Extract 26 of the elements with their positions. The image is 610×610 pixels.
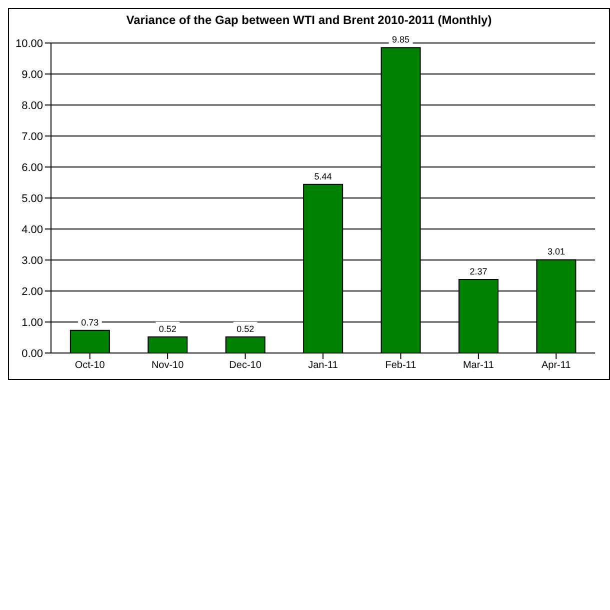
- data-label: 5.44: [314, 171, 332, 182]
- chart-title: Variance of the Gap between WTI and Brent 2010-2011 (Monthly): [125, 13, 493, 27]
- y-tick-label: 9.00: [22, 68, 43, 81]
- y-tick-label: 8.00: [22, 100, 43, 112]
- x-tick-label: Mar-11: [462, 360, 494, 372]
- y-tick-label: 4.00: [22, 224, 43, 236]
- y-tick-label: 7.00: [22, 130, 43, 143]
- data-label: 0.52: [158, 324, 176, 334]
- y-tick-label: 1.00: [22, 316, 43, 329]
- y-tick-label: 6.00: [22, 162, 43, 174]
- y-tick-label: 2.00: [22, 286, 43, 298]
- x-tick-label: Jan-11: [308, 360, 338, 372]
- y-tick-label: 0.00: [22, 348, 43, 360]
- data-label: 9.85: [392, 34, 410, 45]
- y-tick-label: 5.00: [22, 192, 43, 205]
- x-tick-label: Oct-10: [74, 360, 106, 372]
- data-label: 3.01: [547, 246, 565, 257]
- x-tick-label: Nov-10: [151, 360, 184, 372]
- data-label: 0.73: [81, 317, 99, 328]
- data-label: 0.52: [236, 324, 254, 334]
- y-tick-label: 3.00: [22, 254, 43, 267]
- x-tick-label: Feb-11: [385, 360, 417, 372]
- x-tick-label: Dec-10: [229, 360, 262, 372]
- data-label: 2.37: [470, 266, 488, 277]
- x-tick-label: Apr-11: [542, 360, 572, 372]
- y-tick-label: 10.00: [15, 38, 43, 50]
